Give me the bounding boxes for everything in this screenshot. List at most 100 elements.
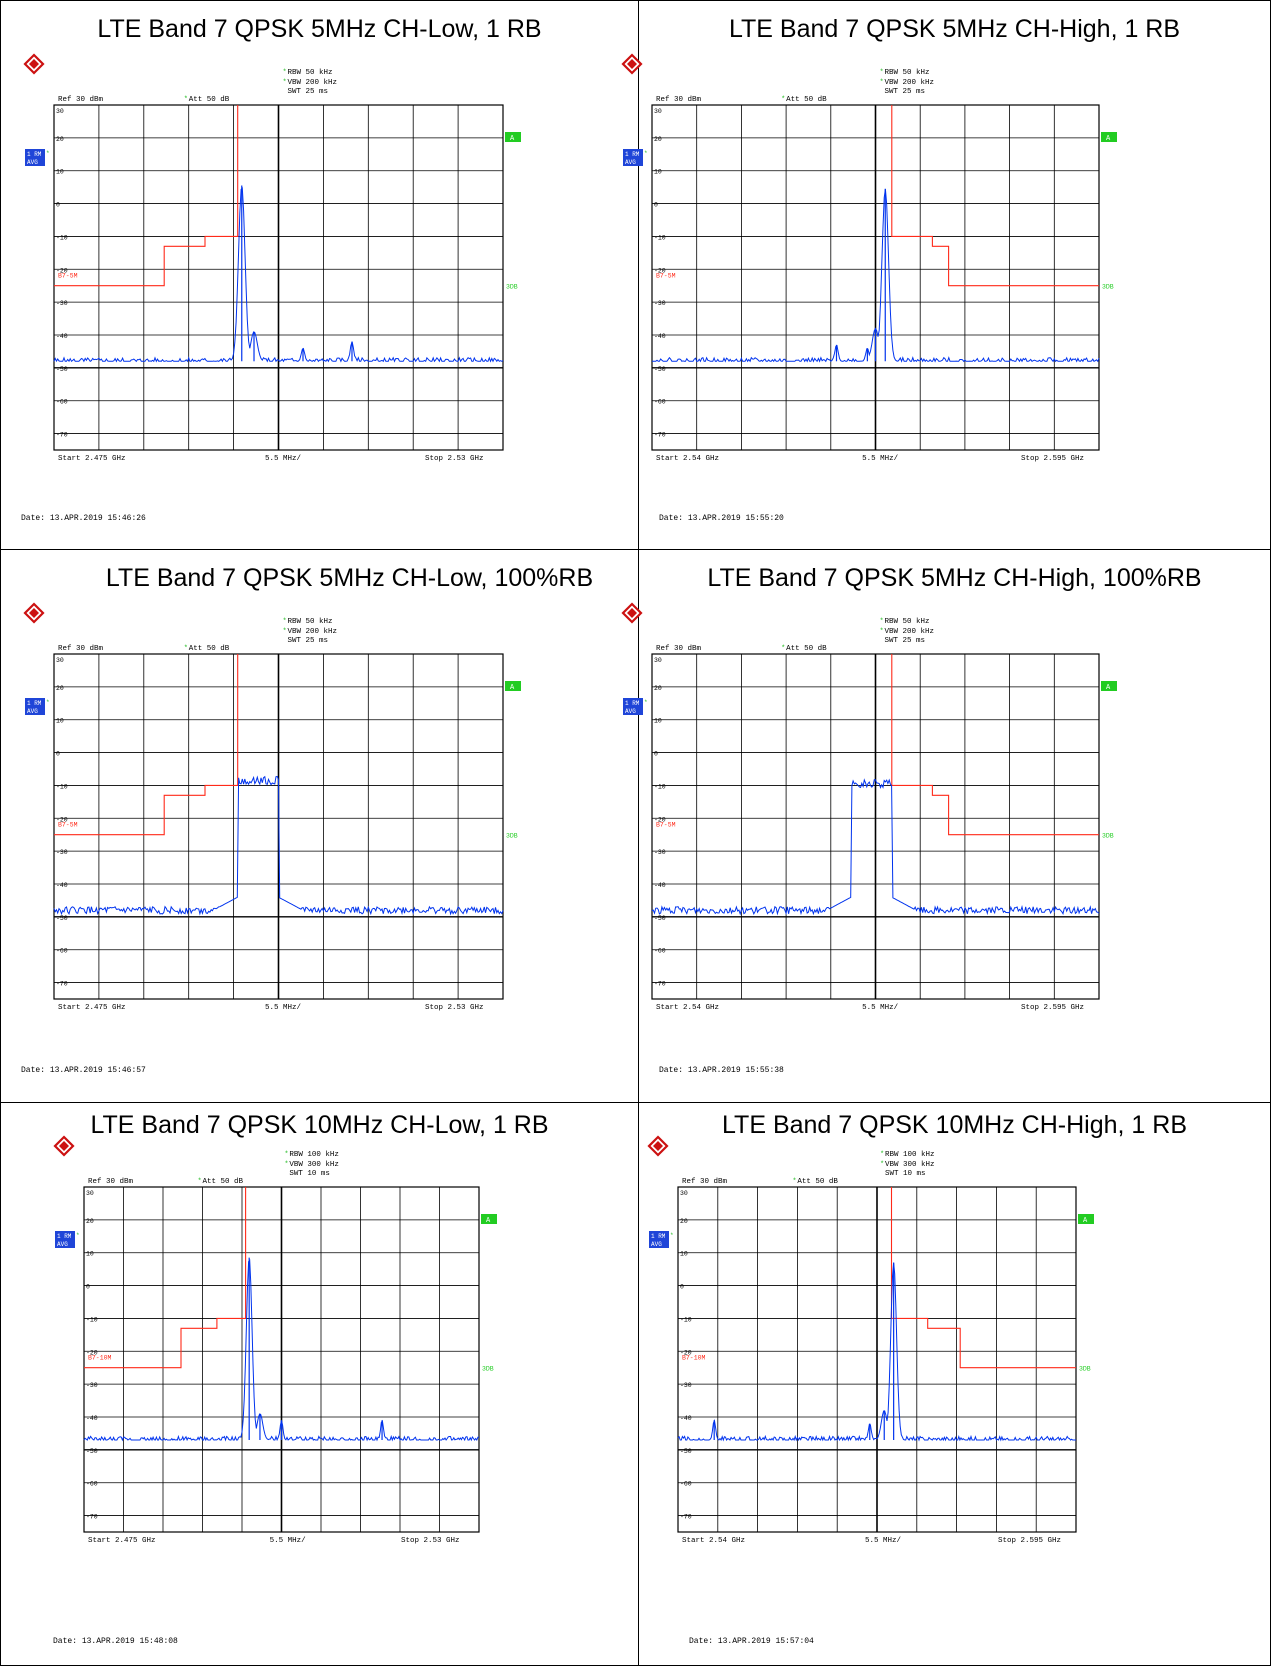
trace-badge-line1: 1 RM bbox=[651, 1233, 666, 1240]
limit-line-label: B7-5M bbox=[656, 273, 676, 280]
att-label: Att 50 dB bbox=[797, 1178, 838, 1186]
trace-badge-line2: AVG bbox=[625, 159, 636, 166]
panel-b7-5mhz-ch-low-100rb: LTE Band 7 QPSK 5MHz CH-Low, 100%RB Date… bbox=[0, 549, 639, 1103]
y-tick-label: 20 bbox=[654, 136, 662, 143]
y-tick-label: -60 bbox=[654, 399, 666, 406]
trace-badge-marker: * bbox=[670, 1232, 674, 1239]
date-value: 13.APR.2019 15:46:57 bbox=[49, 1066, 146, 1075]
span-label: 5.5 MHz/ bbox=[862, 455, 899, 463]
date-prefix: Date: bbox=[689, 1637, 714, 1646]
badge-a-bg bbox=[1101, 681, 1117, 691]
rbw-label: RBW 100 kHz bbox=[289, 1151, 339, 1159]
ref-level-label: Ref 30 dBm bbox=[682, 1178, 728, 1186]
att-marker: * bbox=[781, 96, 785, 104]
stop-freq-label: Stop 2.53 GHz bbox=[425, 455, 484, 463]
span-label: 5.5 MHz/ bbox=[862, 1004, 899, 1012]
att-label: Att 50 dB bbox=[189, 645, 230, 653]
start-freq-label: Start 2.54 GHz bbox=[656, 1004, 719, 1012]
att-marker: * bbox=[184, 96, 188, 104]
badge-a-bg bbox=[481, 1214, 497, 1224]
ref-level-label: Ref 30 dBm bbox=[58, 645, 104, 653]
stop-freq-label: Stop 2.53 GHz bbox=[401, 1537, 460, 1545]
span-label: 5.5 MHz/ bbox=[270, 1537, 307, 1545]
trace-badge-marker: * bbox=[644, 150, 648, 157]
y-tick-label: -50 bbox=[654, 366, 666, 373]
date-value: 13.APR.2019 15:55:20 bbox=[687, 514, 784, 523]
trace-badge-marker: * bbox=[46, 150, 50, 157]
badge-a-bg bbox=[1101, 132, 1117, 142]
y-tick-label: -10 bbox=[56, 234, 68, 241]
y-tick-label: -20 bbox=[654, 816, 666, 823]
y-tick-label: -10 bbox=[654, 783, 666, 790]
rbw-marker: * bbox=[282, 69, 286, 77]
y-tick-label: -20 bbox=[680, 1349, 692, 1356]
swt-label: SWT 25 ms bbox=[884, 88, 925, 96]
y-tick-label: 0 bbox=[56, 202, 60, 209]
vbw-label: VBW 300 kHz bbox=[289, 1161, 339, 1169]
limit-line-label: B7-5M bbox=[58, 822, 78, 829]
y-tick-label: -10 bbox=[86, 1316, 98, 1323]
logo-inner bbox=[627, 59, 637, 69]
limit-line bbox=[891, 105, 1099, 287]
y-tick-label: -30 bbox=[654, 300, 666, 307]
y-tick-label: -40 bbox=[680, 1415, 692, 1422]
rbw-marker: * bbox=[879, 618, 883, 626]
y-tick-label: -50 bbox=[86, 1448, 98, 1455]
att-marker: * bbox=[781, 645, 785, 653]
y-tick-label: 10 bbox=[86, 1251, 94, 1258]
logo-inner bbox=[653, 1141, 663, 1151]
badge-3db: 3DB bbox=[1102, 284, 1114, 291]
badge-a: A bbox=[510, 684, 515, 692]
trace-badge-line1: 1 RM bbox=[57, 1233, 72, 1240]
y-tick-label: -30 bbox=[56, 849, 68, 856]
badge-a: A bbox=[510, 135, 515, 143]
badge-a-bg bbox=[1078, 1214, 1094, 1224]
badge-3db: 3DB bbox=[506, 833, 518, 840]
y-tick-label: -30 bbox=[654, 849, 666, 856]
spectrum-trace bbox=[652, 189, 1100, 363]
vbw-marker: * bbox=[284, 1161, 288, 1169]
rbw-label: RBW 50 kHz bbox=[884, 69, 929, 77]
swt-label: SWT 10 ms bbox=[885, 1170, 926, 1178]
y-tick-label: 20 bbox=[680, 1218, 688, 1225]
y-tick-label: 10 bbox=[680, 1251, 688, 1258]
badge-3db: 3DB bbox=[1102, 833, 1114, 840]
rohde-schwarz-logo-icon bbox=[53, 1135, 75, 1157]
badge-a: A bbox=[1083, 1217, 1088, 1225]
y-tick-label: -30 bbox=[56, 300, 68, 307]
y-tick-label: 20 bbox=[56, 136, 64, 143]
limit-line bbox=[84, 1187, 247, 1369]
y-tick-label: -70 bbox=[654, 432, 666, 439]
y-tick-label: -70 bbox=[56, 981, 68, 988]
y-tick-label: -50 bbox=[654, 915, 666, 922]
trace-badge-bg bbox=[25, 698, 45, 715]
swt-label: SWT 25 ms bbox=[884, 637, 925, 645]
panel-title: LTE Band 7 QPSK 10MHz CH-Low, 1 RB bbox=[90, 1111, 549, 1139]
y-tick-label: -60 bbox=[86, 1481, 98, 1488]
trace-badge-line1: 1 RM bbox=[625, 700, 640, 707]
badge-a: A bbox=[1106, 135, 1111, 143]
trace-badge-bg bbox=[649, 1231, 669, 1248]
date-stamp: Date: 13.APR.2019 15:55:38 bbox=[659, 1066, 784, 1075]
span-label: 5.5 MHz/ bbox=[865, 1537, 902, 1545]
y-tick-label: 20 bbox=[654, 685, 662, 692]
y-tick-label: 0 bbox=[654, 202, 658, 209]
rbw-marker: * bbox=[879, 69, 883, 77]
rbw-marker: * bbox=[284, 1151, 288, 1159]
trace-badge-line2: AVG bbox=[625, 708, 636, 715]
y-tick-label: -10 bbox=[654, 234, 666, 241]
start-freq-label: Start 2.475 GHz bbox=[88, 1537, 156, 1545]
date-value: 13.APR.2019 15:57:04 bbox=[717, 1637, 814, 1646]
date-prefix: Date: bbox=[21, 514, 46, 523]
badge-3db: 3DB bbox=[506, 284, 518, 291]
swt-label: SWT 10 ms bbox=[289, 1170, 330, 1178]
y-tick-label: -30 bbox=[86, 1382, 98, 1389]
trace-badge-marker: * bbox=[644, 699, 648, 706]
rbw-marker: * bbox=[282, 618, 286, 626]
spectrum-trace bbox=[53, 186, 504, 363]
